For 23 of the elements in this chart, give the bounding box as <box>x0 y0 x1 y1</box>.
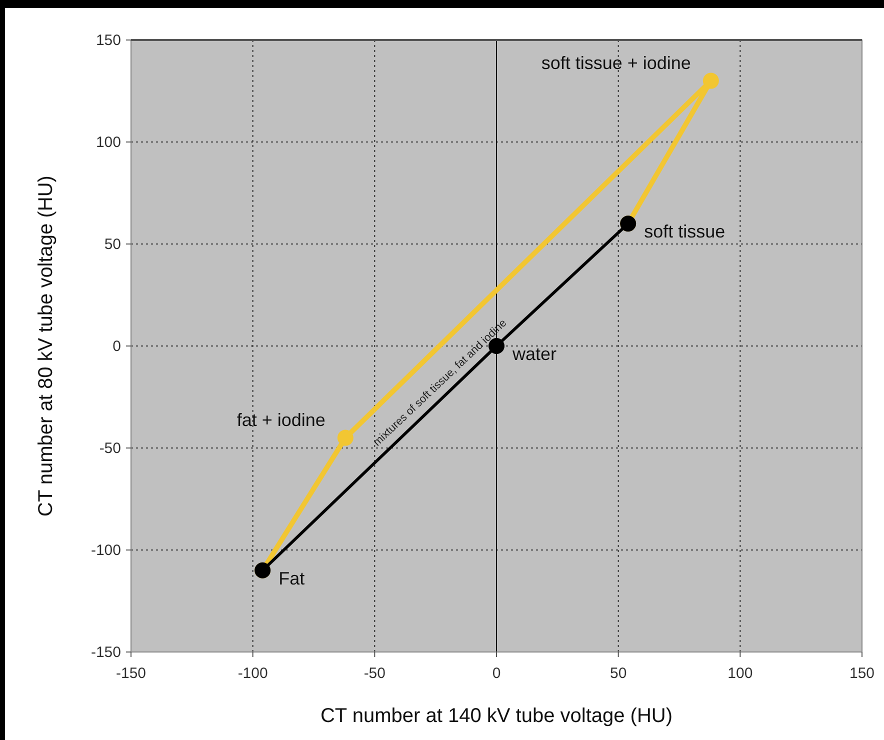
y-tick-label: -150 <box>90 644 121 661</box>
y-tick-label: -100 <box>90 542 121 559</box>
x-tick-label: 100 <box>728 665 753 682</box>
x-tick-label: 150 <box>849 665 875 682</box>
point <box>337 430 354 446</box>
x-tick-label: -100 <box>238 665 268 682</box>
point <box>702 72 719 89</box>
x-axis-title: CT number at 140 kV tube voltage (HU) <box>320 705 673 727</box>
y-tick-label: -50 <box>99 440 121 457</box>
y-tick-label: 0 <box>112 338 121 355</box>
y-tick-label: 150 <box>96 32 121 49</box>
y-axis-title: CT number at 80 kV tube voltage (HU) <box>35 176 57 516</box>
x-tick-label: -150 <box>116 665 146 682</box>
annotation: soft tissue + iodine <box>541 52 691 73</box>
x-tick-label: 50 <box>610 665 627 682</box>
annotation: Fat <box>278 568 305 588</box>
annotation: soft tissue <box>644 222 726 242</box>
annotation: fat + iodine <box>236 410 326 430</box>
x-tick-label: 0 <box>492 665 501 682</box>
annotation: water <box>512 344 557 364</box>
y-tick-label: 100 <box>96 134 121 151</box>
y-tick-label: 50 <box>104 236 121 253</box>
x-tick-label: -50 <box>364 665 386 682</box>
